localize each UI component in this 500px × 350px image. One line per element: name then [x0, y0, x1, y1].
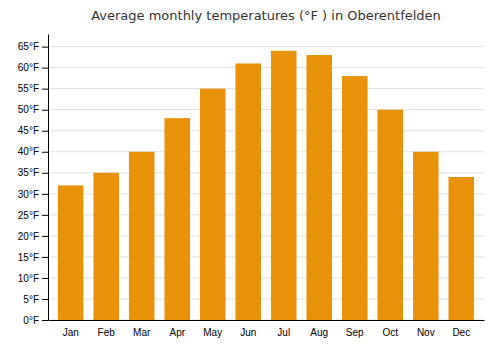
grid	[48, 47, 484, 320]
bar	[58, 185, 84, 320]
bar	[448, 177, 474, 320]
x-axis: Jan Feb Mar Apr May Jun Jul Aug Sep Oct Nov Dec	[49, 321, 485, 339]
x-tick-label: Jan	[63, 327, 79, 338]
y-tick-label: 50°F	[18, 104, 39, 115]
bar	[377, 110, 403, 320]
x-tick-label: Oct	[382, 327, 398, 338]
y-tick-label: 60°F	[18, 62, 39, 73]
x-tick: Jan	[63, 327, 79, 338]
x-tick: Mar	[133, 327, 151, 338]
y-tick: 0°F	[23, 315, 48, 326]
bar	[200, 89, 226, 320]
bar	[271, 51, 297, 320]
x-axis-line	[49, 320, 485, 321]
y-tick-label: 55°F	[18, 83, 39, 94]
bars	[58, 51, 474, 320]
y-tick-mark	[42, 152, 48, 153]
y-tick-label: 20°F	[18, 231, 39, 242]
y-tick-label: 25°F	[18, 210, 39, 221]
x-tick: Sep	[346, 327, 364, 338]
bar	[342, 76, 368, 320]
bar	[413, 152, 439, 320]
y-tick: 55°F	[18, 83, 48, 94]
y-tick-mark	[42, 299, 48, 300]
y-tick: 30°F	[18, 189, 48, 200]
grid-line	[48, 130, 484, 131]
y-tick-mark	[42, 320, 48, 321]
y-tick-label: 65°F	[18, 41, 39, 52]
x-tick: May	[203, 327, 222, 338]
y-tick-mark	[42, 236, 48, 237]
x-tick: Jul	[277, 327, 290, 338]
x-tick: Apr	[169, 327, 185, 338]
grid-line	[48, 46, 484, 47]
y-tick-mark	[42, 173, 48, 174]
y-tick-label: 15°F	[18, 252, 39, 263]
title: Average monthly temperatures (°F ) in Ob…	[91, 8, 441, 23]
y-tick-label: 0°F	[23, 315, 39, 326]
y-tick: 50°F	[18, 104, 48, 115]
x-tick-label: Feb	[98, 327, 116, 338]
y-axis-line	[48, 35, 49, 321]
x-tick-label: Nov	[417, 327, 435, 338]
x-tick: Nov	[417, 327, 435, 338]
x-tick-label: Mar	[133, 327, 151, 338]
y-axis: 0°F 5°F 10°F 15°F 20°F 25°F 30°F 35°F 40°F 45°F 50…	[18, 35, 49, 326]
y-tick-mark	[42, 257, 48, 258]
y-tick: 35°F	[18, 167, 48, 178]
y-tick: 15°F	[18, 252, 48, 263]
x-tick-label: May	[203, 327, 222, 338]
x-tick: Aug	[310, 327, 328, 338]
x-tick: Oct	[382, 327, 398, 338]
y-tick-mark	[42, 278, 48, 279]
y-tick: 40°F	[18, 146, 48, 157]
y-tick-mark	[42, 194, 48, 195]
x-tick-label: Dec	[452, 327, 470, 338]
grid-line	[48, 67, 484, 68]
y-tick-label: 45°F	[18, 125, 39, 136]
y-tick-label: 30°F	[18, 189, 39, 200]
y-tick-mark	[42, 215, 48, 216]
x-tick-label: Jul	[277, 327, 290, 338]
bar	[93, 173, 119, 320]
chart: 0°F 5°F 10°F 15°F 20°F 25°F 30°F 35°F 40°F 45°F 50…	[0, 0, 500, 350]
y-tick-label: 40°F	[18, 146, 39, 157]
y-tick-label: 5°F	[23, 294, 39, 305]
y-tick: 45°F	[18, 125, 48, 136]
bar	[129, 152, 155, 320]
bar	[306, 55, 332, 320]
x-tick: Dec	[452, 327, 470, 338]
x-tick-label: Sep	[346, 327, 364, 338]
y-tick: 5°F	[23, 294, 48, 305]
y-tick: 20°F	[18, 231, 48, 242]
bar	[235, 63, 261, 320]
y-tick-mark	[42, 47, 48, 48]
x-tick-label: Apr	[169, 327, 185, 338]
x-tick-label: Jun	[240, 327, 256, 338]
plot: 0°F 5°F 10°F 15°F 20°F 25°F 30°F 35°F 40°F 45°F 50…	[18, 35, 485, 339]
y-tick: 60°F	[18, 62, 48, 73]
grid-line	[48, 109, 484, 110]
x-tick: Jun	[240, 327, 256, 338]
y-tick-mark	[42, 89, 48, 90]
x-tick: Feb	[98, 327, 116, 338]
y-tick-label: 35°F	[18, 167, 39, 178]
x-tick-label: Aug	[310, 327, 328, 338]
grid-line	[48, 88, 484, 89]
y-tick-label: 10°F	[18, 273, 39, 284]
y-tick-mark	[42, 68, 48, 69]
y-tick-mark	[42, 131, 48, 132]
y-tick: 25°F	[18, 210, 48, 221]
y-tick-mark	[42, 110, 48, 111]
y-tick: 10°F	[18, 273, 48, 284]
y-tick: 65°F	[18, 41, 48, 52]
bar	[164, 118, 190, 320]
